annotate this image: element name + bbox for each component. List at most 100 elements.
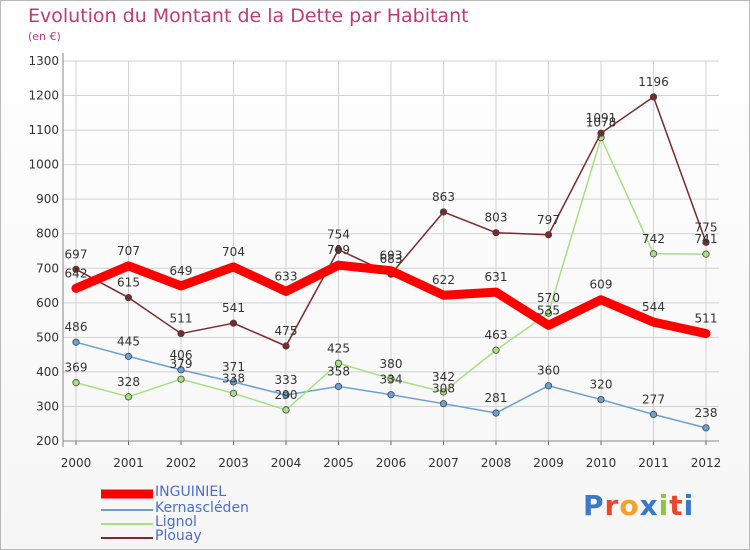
data-point [282,287,290,296]
data-point [702,238,710,246]
data-point [544,321,553,330]
data-point [702,329,710,338]
data-label: 379 [170,357,193,371]
x-tick-label: 2006 [376,456,407,470]
data-point [72,265,80,273]
x-tick-label: 2001 [113,456,144,470]
data-point [544,309,553,317]
data-point [544,382,553,390]
data-label: 683 [380,252,403,266]
data-label: 1078 [586,116,617,130]
data-label: 707 [117,244,140,258]
data-label: 633 [275,269,298,283]
y-tick-label: 1000 [28,158,59,172]
y-tick-label: 900 [36,192,59,206]
data-label: 697 [65,247,88,261]
data-point [72,379,80,387]
logo-letter: P [583,489,605,522]
data-point [649,93,658,101]
data-point [124,352,133,360]
data-point [124,393,133,401]
logo-letter: t [669,489,684,522]
data-label: 631 [485,270,508,284]
data-label: 775 [695,220,718,234]
x-tick-label: 2012 [691,456,722,470]
y-tick-label: 1300 [28,54,59,68]
data-point [439,388,448,396]
data-point [597,129,605,137]
y-tick-label: 600 [36,296,59,310]
data-point [649,410,658,418]
x-tick-label: 2008 [481,456,512,470]
legend-label: Plouay [155,528,202,544]
data-label: 615 [117,276,140,290]
data-point [387,391,395,399]
data-label: 358 [327,364,350,378]
data-labels: 486 445 406 371 333 358 334 308 281 360 320 277 238 3… [65,75,718,420]
y-tick-label: 200 [36,434,59,448]
data-point [702,250,710,258]
axes: 200 300 400 500 600 700 800 900 1000 1100 1200 1300… [28,53,721,470]
x-tick-label: 2000 [61,456,92,470]
data-point [439,400,448,408]
x-tick-label: 2003 [218,456,249,470]
data-label: 863 [432,190,455,204]
legend-label: Lignol [155,514,197,530]
legend-swatch-lignol [101,523,153,525]
x-tick-label: 2002 [166,456,197,470]
data-label: 328 [117,375,140,389]
data-label: 445 [117,334,140,348]
x-tick-label: 2004 [271,456,302,470]
data-label: 338 [222,371,245,385]
data-point [282,406,290,414]
data-label: 281 [485,391,508,405]
data-point [72,284,80,293]
data-label: 371 [222,360,245,374]
data-label: 1091 [586,111,617,125]
data-label: 797 [537,213,560,227]
logo-letter: o [619,489,640,522]
data-point [492,229,500,237]
legend-label: INGUINIEL [155,484,227,500]
data-label: 334 [380,373,403,387]
data-label: 277 [642,392,665,406]
logo-letter: i [658,489,670,522]
x-tick-label: 2007 [428,456,459,470]
data-point [334,246,343,254]
grid [63,60,719,442]
data-point [544,231,553,239]
data-point [387,266,395,275]
logo-letter: x [639,489,659,522]
x-tick-label: 2005 [323,456,354,470]
data-label: 609 [590,278,613,292]
data-label: 290 [275,388,298,402]
y-tick-label: 1100 [28,123,59,137]
data-label: 544 [642,300,665,314]
data-point [492,346,500,354]
legend-swatch-kernascleden [101,509,153,511]
data-point [177,329,185,338]
y-tick-label: 700 [36,261,59,275]
x-tick-label: 2010 [586,456,617,470]
x-tick-label: 2009 [533,456,564,470]
data-point [229,262,238,271]
y-tick-label: 800 [36,227,59,241]
data-label: 486 [65,320,88,334]
data-point [229,378,238,386]
data-label: 693 [380,249,403,263]
data-label: 463 [485,328,508,342]
data-label: 642 [65,266,88,280]
data-label: 622 [432,273,455,287]
logo-letter: r [604,489,620,522]
data-point [649,318,658,327]
data-label: 742 [642,232,665,246]
data-label: 333 [275,373,298,387]
data-label: 360 [537,364,560,378]
data-point [439,291,448,300]
proxiti-logo: Proxiti [583,489,694,522]
data-point [282,391,290,399]
data-point [334,382,343,391]
data-label: 1196 [638,75,669,89]
data-point [124,261,133,270]
